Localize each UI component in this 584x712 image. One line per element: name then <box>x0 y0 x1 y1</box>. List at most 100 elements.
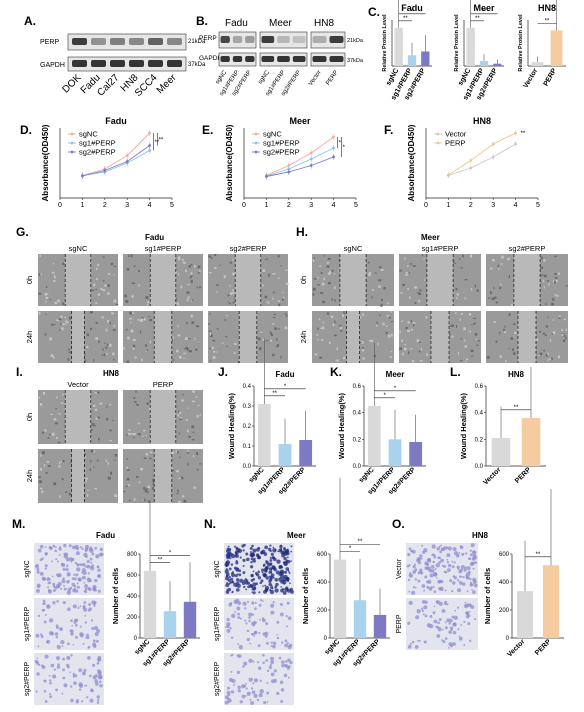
stained-cell <box>286 556 289 559</box>
stained-cell <box>412 586 416 589</box>
cell-texture <box>385 325 388 327</box>
cell-texture <box>319 318 321 321</box>
cell-texture <box>199 286 201 289</box>
chart-n: 0200400600sgNCsg1#PERPsg2#PERP***Number … <box>301 477 390 668</box>
cell-texture <box>47 437 50 439</box>
stained-cell <box>272 576 275 579</box>
cell-texture <box>231 289 234 291</box>
cell-texture <box>112 352 115 356</box>
legend-marker <box>436 141 440 145</box>
stained-cell <box>284 664 288 667</box>
cell-texture <box>551 333 554 335</box>
stained-cell <box>447 568 451 572</box>
stained-cell <box>463 620 466 624</box>
stained-cell <box>290 545 293 548</box>
x-tick-label: 2 <box>287 202 291 209</box>
stained-cell <box>257 661 260 664</box>
stained-cell <box>428 568 433 573</box>
panel-letter: O. <box>392 517 405 531</box>
stained-cell <box>249 565 254 569</box>
stained-cell <box>411 590 416 595</box>
cell-texture <box>360 341 364 344</box>
stained-cell <box>452 630 457 635</box>
cell-texture <box>143 498 146 502</box>
stained-cell <box>436 546 440 551</box>
cell-texture <box>454 262 456 265</box>
cell-texture <box>554 277 558 279</box>
stained-cell <box>450 644 454 648</box>
stained-cell <box>49 681 52 685</box>
cell-texture <box>552 331 556 335</box>
stained-cell <box>84 555 88 558</box>
cell-texture <box>262 284 264 287</box>
stained-cell <box>250 557 254 561</box>
cell-texture <box>42 431 44 434</box>
stained-cell <box>429 614 433 618</box>
stained-cell <box>230 553 236 559</box>
stained-cell <box>449 626 454 630</box>
wound-gap <box>154 311 172 363</box>
stained-cell <box>87 609 91 612</box>
cell-texture <box>61 478 64 481</box>
cell-texture <box>197 341 200 343</box>
stained-cell <box>235 561 239 565</box>
cell-texture <box>312 287 316 291</box>
significance-mark: * <box>394 386 397 392</box>
stained-cell <box>276 636 280 640</box>
stained-cell <box>257 576 262 580</box>
cell-texture <box>370 339 374 342</box>
stained-cell <box>54 549 57 553</box>
cell-texture <box>104 284 107 287</box>
y-tick-label: 0.2 <box>475 437 484 443</box>
stained-cell <box>52 544 56 548</box>
row-label: 0h <box>299 276 308 284</box>
stained-cell <box>62 668 65 672</box>
stained-cell <box>263 701 267 705</box>
column-label: sg1#PERP <box>422 244 459 253</box>
cell-texture <box>543 286 545 289</box>
stained-cell <box>226 622 231 627</box>
cell-texture <box>144 489 148 493</box>
panel-title: HN8 <box>472 531 489 540</box>
column-label: sg1#PERP <box>145 244 182 253</box>
cell-texture <box>493 320 496 323</box>
cell-texture <box>262 338 265 341</box>
cell-texture <box>128 432 131 435</box>
stained-cell <box>424 575 428 579</box>
stained-cell <box>94 679 99 683</box>
y-axis-label: Absorbance(OD450) <box>407 124 416 201</box>
lane-label: SCC4 <box>133 72 160 99</box>
cell-texture <box>343 311 345 314</box>
stained-cell <box>231 678 236 684</box>
stained-cell <box>88 579 92 583</box>
cell-texture <box>387 302 390 305</box>
cell-texture <box>102 348 104 351</box>
cell-texture <box>407 287 410 290</box>
stained-cell <box>79 563 83 567</box>
stained-cell <box>54 632 59 636</box>
cell-texture <box>124 294 127 298</box>
cell-texture <box>192 390 195 393</box>
cell-texture <box>408 271 410 274</box>
cell-texture <box>138 284 141 287</box>
cell-texture <box>90 460 92 463</box>
stained-cell <box>411 640 415 644</box>
cell-texture <box>406 265 409 267</box>
stained-cell <box>250 632 254 636</box>
cell-texture <box>542 279 545 283</box>
cell-texture <box>178 410 180 414</box>
stained-cell <box>68 557 73 562</box>
significance-mark: ** <box>482 9 487 15</box>
cell-texture <box>99 402 103 405</box>
cell-texture <box>137 433 141 436</box>
stained-cell <box>462 582 466 586</box>
cell-texture <box>180 285 183 289</box>
cell-texture <box>106 343 109 346</box>
stained-cell <box>237 616 241 619</box>
cell-texture <box>187 463 189 466</box>
cell-texture <box>111 312 115 315</box>
cell-texture <box>132 311 134 314</box>
stained-cell <box>272 601 275 604</box>
cell-texture <box>549 358 551 361</box>
stained-cell <box>92 587 97 592</box>
